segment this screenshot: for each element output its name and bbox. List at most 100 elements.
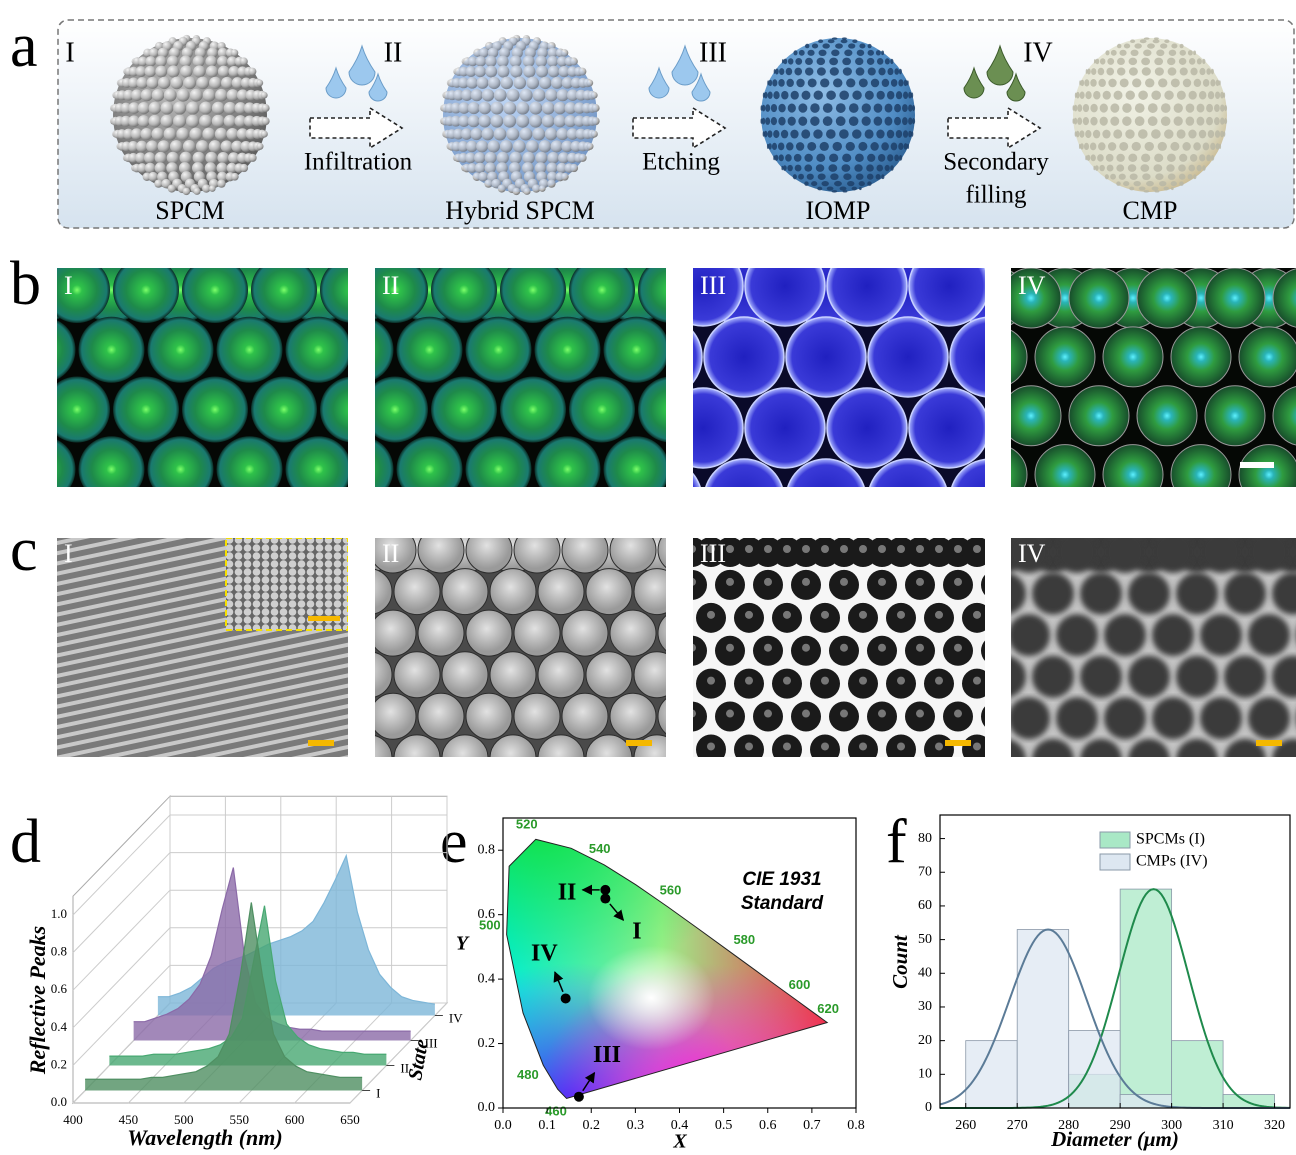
pore bbox=[1188, 130, 1196, 139]
pore bbox=[1095, 59, 1099, 65]
particle bbox=[155, 152, 167, 164]
pore-window bbox=[992, 545, 1000, 553]
wavelength-label: 540 bbox=[589, 841, 611, 856]
y-tick-label: 0.2 bbox=[51, 1056, 67, 1071]
pore bbox=[811, 181, 817, 186]
pore bbox=[1170, 142, 1179, 151]
point bbox=[561, 993, 571, 1003]
scale-bar bbox=[308, 616, 340, 621]
particle bbox=[149, 102, 162, 115]
image-label: III bbox=[700, 539, 726, 568]
pore bbox=[794, 154, 802, 162]
image-label: I bbox=[64, 271, 73, 300]
pore bbox=[867, 767, 897, 797]
particle bbox=[490, 652, 536, 698]
pore bbox=[1197, 117, 1205, 126]
pore-window bbox=[669, 677, 677, 685]
microsphere bbox=[868, 459, 948, 539]
pore bbox=[882, 79, 890, 87]
particle bbox=[466, 610, 512, 656]
pore bbox=[1140, 164, 1149, 172]
pore bbox=[1224, 105, 1227, 111]
pore bbox=[1110, 116, 1119, 125]
pore bbox=[828, 164, 837, 172]
pore bbox=[793, 50, 797, 55]
y-tick-label: 0.6 bbox=[51, 981, 68, 996]
pore bbox=[842, 58, 851, 66]
pore bbox=[1151, 129, 1161, 139]
pore-window bbox=[859, 611, 867, 619]
pore bbox=[1032, 739, 1074, 781]
pore bbox=[832, 190, 838, 193]
particle bbox=[145, 163, 156, 174]
pore bbox=[859, 187, 862, 190]
pore bbox=[839, 90, 849, 99]
pore bbox=[1171, 187, 1174, 190]
particle bbox=[209, 140, 221, 152]
pore bbox=[881, 142, 889, 150]
pore bbox=[816, 154, 825, 162]
pore bbox=[1128, 656, 1170, 698]
microsphere bbox=[182, 377, 248, 443]
pore bbox=[1134, 43, 1141, 48]
pore bbox=[1085, 130, 1091, 138]
pore bbox=[786, 79, 793, 87]
pore bbox=[677, 570, 707, 600]
x-axis-label: Wavelength (nm) bbox=[127, 1125, 282, 1150]
pore bbox=[859, 78, 868, 87]
pore bbox=[1098, 68, 1105, 75]
particle bbox=[248, 68, 256, 76]
pore bbox=[833, 78, 842, 87]
pore bbox=[902, 117, 908, 125]
pore bbox=[899, 69, 902, 75]
pore bbox=[1147, 43, 1155, 48]
microsphere bbox=[10, 317, 76, 383]
y-tick-label: 0 bbox=[925, 1100, 932, 1115]
microsphere bbox=[704, 459, 784, 539]
pore bbox=[1186, 103, 1195, 112]
pore bbox=[1142, 67, 1151, 75]
pore bbox=[1179, 58, 1187, 65]
pore bbox=[1141, 154, 1150, 162]
panel-label: c bbox=[10, 516, 38, 584]
particle bbox=[170, 77, 183, 90]
pore bbox=[981, 767, 1011, 797]
pore bbox=[1193, 174, 1196, 179]
pore-window bbox=[669, 611, 677, 619]
pore bbox=[1056, 614, 1098, 656]
panel-label: e bbox=[440, 808, 468, 876]
microsphere bbox=[827, 246, 907, 326]
particle bbox=[610, 610, 656, 656]
pore bbox=[1248, 697, 1290, 739]
particle bbox=[186, 102, 199, 115]
microsphere bbox=[182, 257, 248, 323]
pore bbox=[1211, 155, 1214, 161]
figure: abcdefIIIIIIIVSPCMHybrid SPCMIOMPCMPInfi… bbox=[0, 0, 1296, 1155]
infill bbox=[443, 38, 597, 192]
particle bbox=[209, 185, 216, 192]
pore bbox=[907, 80, 909, 85]
image-label: II bbox=[382, 271, 399, 300]
microsphere bbox=[44, 377, 110, 443]
particle bbox=[190, 89, 203, 102]
pore bbox=[855, 154, 864, 162]
particle bbox=[199, 102, 212, 115]
panel-label: f bbox=[886, 808, 907, 876]
image-label: IV bbox=[1018, 271, 1046, 300]
pore bbox=[813, 129, 822, 138]
particle bbox=[514, 527, 560, 573]
pore bbox=[856, 67, 865, 75]
particle bbox=[173, 102, 186, 115]
pore bbox=[1074, 118, 1078, 125]
pore bbox=[764, 92, 768, 99]
particle bbox=[176, 128, 189, 141]
particle bbox=[240, 164, 248, 172]
pore bbox=[805, 67, 813, 75]
particle bbox=[215, 89, 228, 102]
pore bbox=[772, 79, 777, 86]
optical-image bbox=[0, 257, 421, 562]
pore bbox=[1095, 165, 1099, 171]
microsphere bbox=[1069, 386, 1129, 446]
pore bbox=[1103, 91, 1111, 100]
particle bbox=[538, 569, 584, 615]
